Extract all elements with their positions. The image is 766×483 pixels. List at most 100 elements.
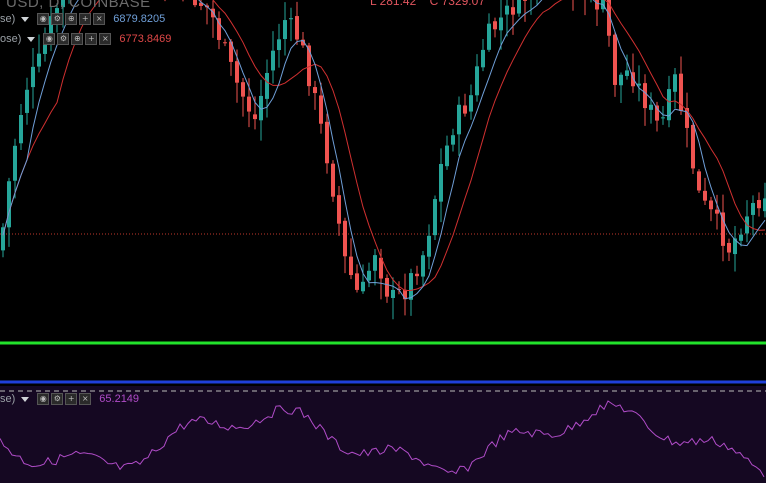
candle-body bbox=[409, 273, 413, 300]
ohlc-low: L 281.42 bbox=[370, 0, 417, 8]
candle-body bbox=[427, 235, 431, 257]
candle-body bbox=[523, 0, 527, 1]
candle-body bbox=[673, 74, 677, 92]
candle-body bbox=[613, 34, 617, 85]
candle-body bbox=[349, 256, 353, 276]
candle-body bbox=[31, 66, 35, 88]
eye-icon[interactable]: ◉ bbox=[37, 393, 50, 405]
expand-icon[interactable]: ⊕ bbox=[65, 13, 78, 25]
candle-body bbox=[661, 117, 665, 119]
rsi-legend[interactable]: se) ◉ ⚙ + × 65.2149 bbox=[0, 391, 139, 407]
close-icon[interactable]: × bbox=[79, 393, 92, 405]
ohlc-readout: L 281.42 C 7329.07 bbox=[370, 0, 495, 8]
candle-body bbox=[199, 2, 203, 6]
candle-body bbox=[343, 220, 347, 257]
plus-icon[interactable]: + bbox=[65, 393, 78, 405]
candle-body bbox=[295, 16, 299, 40]
candle-body bbox=[37, 53, 41, 67]
candle-body bbox=[247, 96, 251, 112]
candle-body bbox=[691, 124, 695, 169]
candle-body bbox=[517, 0, 521, 14]
gear-icon[interactable]: ⚙ bbox=[51, 13, 64, 25]
rsi-pane bbox=[0, 386, 766, 483]
candle-body bbox=[499, 17, 503, 31]
candle-body bbox=[469, 95, 473, 112]
candle-body bbox=[217, 18, 221, 40]
close-icon[interactable]: × bbox=[93, 13, 106, 25]
moving-average-fast-line bbox=[2, 0, 766, 300]
indicator-value: 6879.8205 bbox=[113, 13, 166, 25]
candle-body bbox=[637, 83, 641, 86]
rsi-value: 65.2149 bbox=[99, 393, 140, 405]
candle-body bbox=[445, 145, 449, 167]
eye-icon[interactable]: ◉ bbox=[37, 13, 50, 25]
candle-body bbox=[379, 257, 383, 279]
expand-icon[interactable]: ⊕ bbox=[71, 33, 84, 45]
indicator-label: se) bbox=[0, 13, 16, 25]
candle-body bbox=[403, 289, 407, 300]
candles bbox=[1, 0, 766, 320]
candle-body bbox=[709, 200, 713, 210]
candle-body bbox=[481, 49, 485, 68]
candle-body bbox=[193, 0, 197, 6]
candle-body bbox=[361, 281, 365, 292]
candle-body bbox=[235, 61, 239, 83]
candle-body bbox=[355, 273, 359, 290]
candle-body bbox=[487, 23, 491, 50]
candle-body bbox=[337, 195, 341, 224]
candle-body bbox=[655, 105, 659, 121]
candle-body bbox=[13, 145, 17, 181]
candle-body bbox=[25, 89, 29, 113]
plus-icon[interactable]: + bbox=[79, 13, 92, 25]
chevron-down-icon[interactable] bbox=[27, 36, 36, 42]
rsi-label: se) bbox=[0, 393, 16, 405]
close-icon[interactable]: × bbox=[99, 33, 112, 45]
candle-body bbox=[259, 95, 263, 121]
candle-body bbox=[241, 82, 245, 97]
candle-body bbox=[703, 190, 707, 201]
candle-body bbox=[391, 289, 395, 299]
candle-body bbox=[49, 16, 53, 45]
candle-body bbox=[325, 121, 329, 164]
candle-body bbox=[739, 234, 743, 241]
gear-icon[interactable]: ⚙ bbox=[51, 393, 64, 405]
candle-body bbox=[253, 114, 257, 120]
candle-body bbox=[451, 135, 455, 145]
candle-body bbox=[625, 70, 629, 76]
candle-body bbox=[757, 200, 761, 209]
candle-body bbox=[721, 212, 725, 246]
candle-body bbox=[649, 104, 653, 110]
candle-body bbox=[733, 238, 737, 255]
candle-body bbox=[229, 41, 233, 62]
candle-body bbox=[265, 72, 269, 99]
candle-body bbox=[493, 21, 497, 30]
candle-body bbox=[595, 0, 599, 10]
indicator-legend-ma-slow[interactable]: ose) ◉ ⚙ ⊕ + × 6773.8469 bbox=[0, 31, 171, 47]
indicator-legend-ma-fast[interactable]: se) ◉ ⚙ ⊕ + × 6879.8205 bbox=[0, 11, 165, 27]
plus-icon[interactable]: + bbox=[85, 33, 98, 45]
candle-body bbox=[331, 163, 335, 197]
symbol-title: USD, D, COINBASE bbox=[6, 0, 151, 11]
candle-body bbox=[313, 87, 317, 94]
candle-body bbox=[289, 18, 293, 20]
candle-body bbox=[607, 0, 611, 36]
candle-body bbox=[463, 105, 467, 114]
candle-body bbox=[415, 273, 419, 277]
candle-body bbox=[307, 45, 311, 87]
eye-icon[interactable]: ◉ bbox=[43, 33, 56, 45]
candle-body bbox=[619, 74, 623, 86]
chevron-down-icon[interactable] bbox=[21, 396, 30, 402]
candle-body bbox=[223, 42, 227, 44]
candle-body bbox=[367, 270, 371, 281]
candle-body bbox=[697, 171, 701, 191]
candle-body bbox=[7, 181, 11, 228]
candle-body bbox=[55, 8, 59, 16]
gear-icon[interactable]: ⚙ bbox=[57, 33, 70, 45]
moving-average-slow-line bbox=[2, 0, 766, 292]
candle-body bbox=[1, 227, 5, 251]
candle-body bbox=[421, 255, 425, 277]
chevron-down-icon[interactable] bbox=[21, 16, 30, 22]
candle-body bbox=[301, 39, 305, 46]
candle-body bbox=[433, 199, 437, 236]
